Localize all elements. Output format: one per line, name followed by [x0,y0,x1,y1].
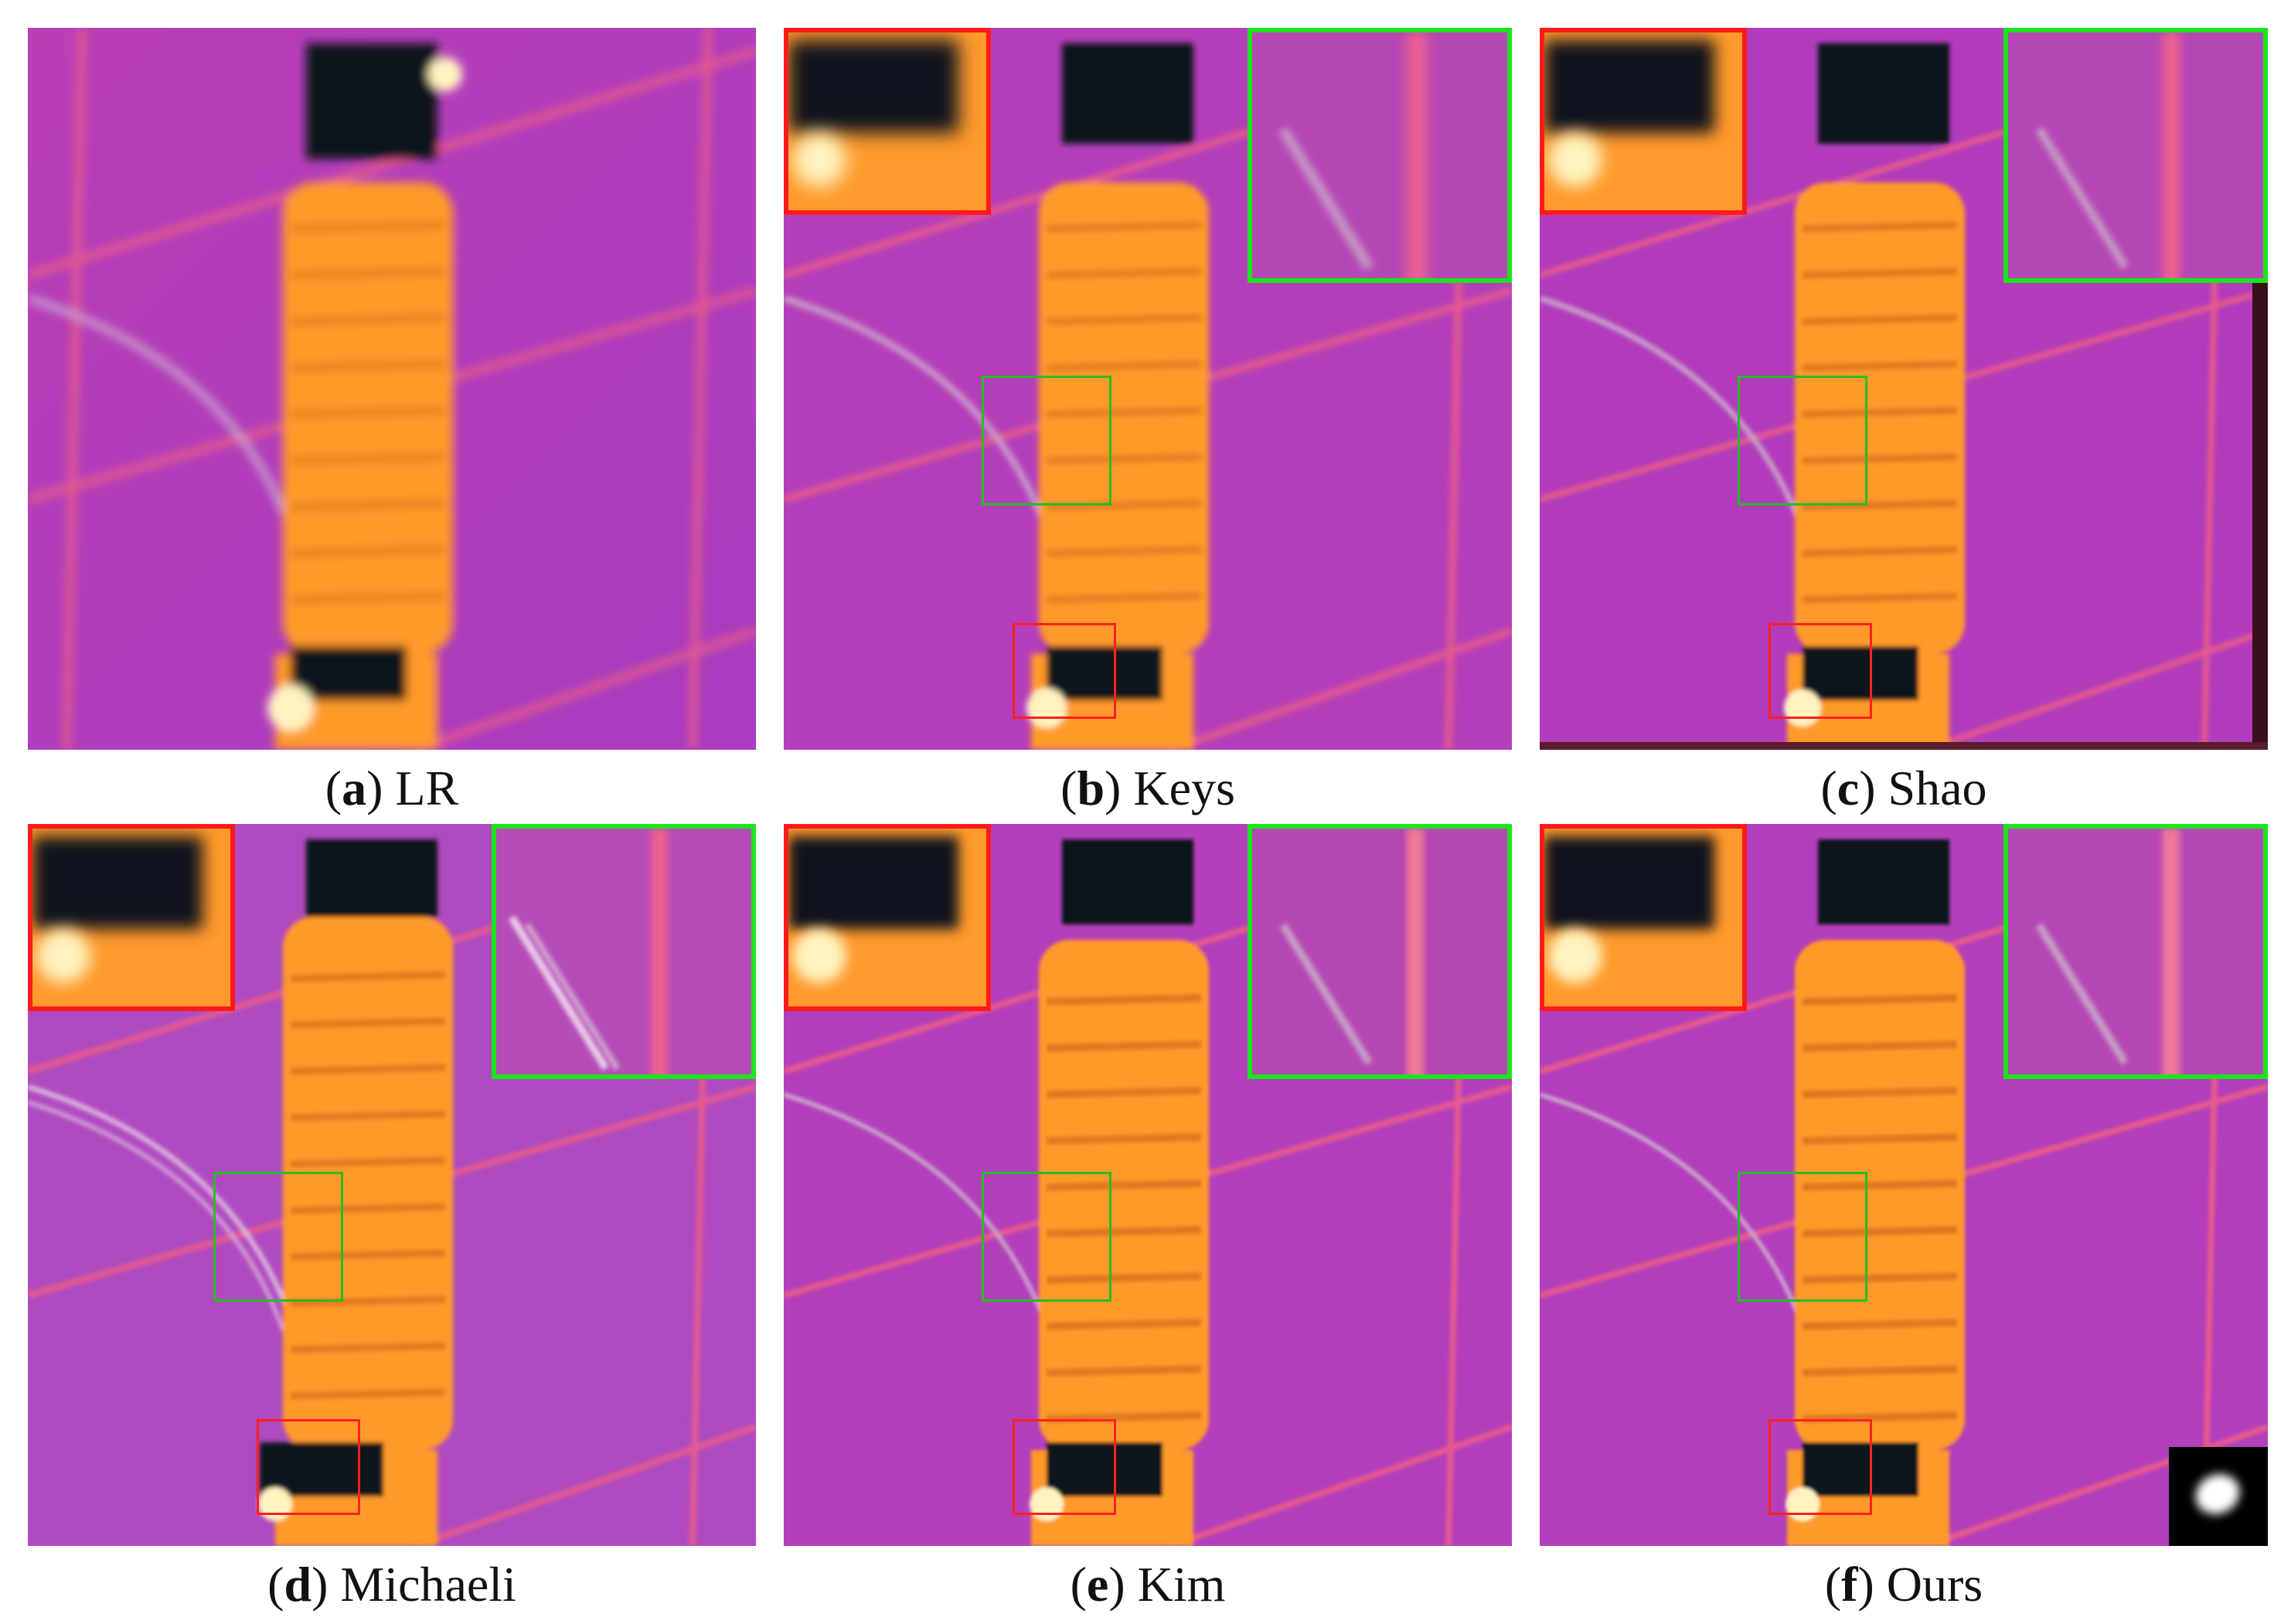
panel-f-ours [1540,824,2268,1546]
zoom-inset-red [784,28,991,215]
zoom-inset-green [1248,824,1512,1079]
zoom-inset-red [1540,28,1747,215]
zoom-inset-red [784,824,991,1011]
roi-red [1013,1419,1116,1515]
caption-c: (c) Shao [1820,761,1987,815]
panel-e-kim [784,824,1512,1546]
roi-red [257,1419,360,1515]
roi-green [982,376,1111,506]
zoom-inset-green [2003,28,2268,283]
caption-a: (a) LR [325,761,459,815]
caption-e: (e) Kim [1070,1557,1226,1612]
zoom-inset-red [28,824,235,1011]
zoom-inset-green [1248,28,1512,283]
zoom-inset-red [1540,824,1747,1011]
caption-d: (d) Michaeli [267,1557,516,1612]
roi-green [982,1172,1111,1302]
roi-green [1738,1172,1867,1302]
roi-red [1768,623,1872,719]
panel-d-michaeli [28,824,756,1546]
thermal-image-lr [28,28,756,750]
panel-c-shao [1540,28,2268,750]
zoom-inset-green [492,824,756,1079]
caption-b: (b) Keys [1060,761,1235,815]
caption-f: (f) Ours [1824,1557,1983,1612]
thermal-image-ours [1540,824,2268,1546]
roi-red [1013,623,1116,719]
roi-red [1768,1419,1872,1515]
roi-green [213,1172,343,1302]
roi-green [1738,376,1867,506]
panel-b-keys [784,28,1512,750]
zoom-inset-green [2003,824,2268,1079]
blur-kernel-thumbnail [2169,1447,2268,1546]
panel-a-lr [28,28,756,750]
thermal-image-shao [1540,28,2268,750]
